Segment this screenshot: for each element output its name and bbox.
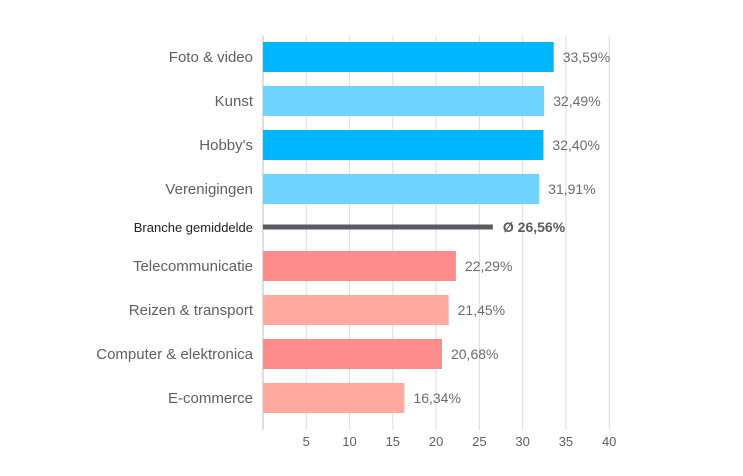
bars	[263, 42, 554, 413]
x-tick-label: 15	[386, 434, 400, 449]
value-label: 31,91%	[548, 181, 595, 197]
bar	[263, 295, 449, 325]
average-value-label: Ø 26,56%	[503, 219, 566, 235]
value-label: 16,34%	[413, 390, 460, 406]
average-bar	[263, 224, 493, 230]
x-tick-label: 10	[342, 434, 356, 449]
x-tick-label: 30	[515, 434, 529, 449]
value-label: 22,29%	[465, 258, 512, 274]
bar	[263, 42, 554, 72]
bar	[263, 383, 405, 413]
value-label: 33,59%	[563, 49, 610, 65]
x-tick-label: 40	[602, 434, 616, 449]
value-label: 21,45%	[458, 302, 505, 318]
category-label: E-commerce	[168, 390, 253, 407]
value-label: 32,40%	[552, 137, 599, 153]
category-labels: Foto & video Kunst Hobby's Verenigingen Bran…	[96, 49, 254, 407]
value-label: 32,49%	[553, 93, 600, 109]
bar	[263, 174, 540, 204]
category-label: Hobby's	[199, 137, 253, 154]
category-label: Verenigingen	[165, 181, 253, 198]
bar	[263, 339, 442, 369]
x-tick-label: 5	[303, 434, 310, 449]
category-label: Telecommunicatie	[133, 258, 253, 275]
x-tick-labels: 5 10 15 20 25 30 35 40	[303, 434, 617, 449]
x-tick-label: 25	[472, 434, 486, 449]
category-label: Foto & video	[169, 49, 253, 66]
category-label: Computer & elektronica	[96, 346, 253, 363]
category-label: Kunst	[215, 93, 254, 110]
bar	[263, 251, 456, 281]
value-labels: 33,59% 32,49% 32,40% 31,91% Ø 26,56% 22,29% 21…	[413, 49, 610, 406]
bar	[263, 86, 545, 116]
category-label: Reizen & transport	[129, 302, 254, 319]
x-tick-label: 35	[559, 434, 573, 449]
value-label: 20,68%	[451, 346, 498, 362]
average-category-label: Branche gemiddelde	[134, 220, 253, 235]
bar	[263, 130, 544, 160]
x-tick-label: 20	[429, 434, 443, 449]
